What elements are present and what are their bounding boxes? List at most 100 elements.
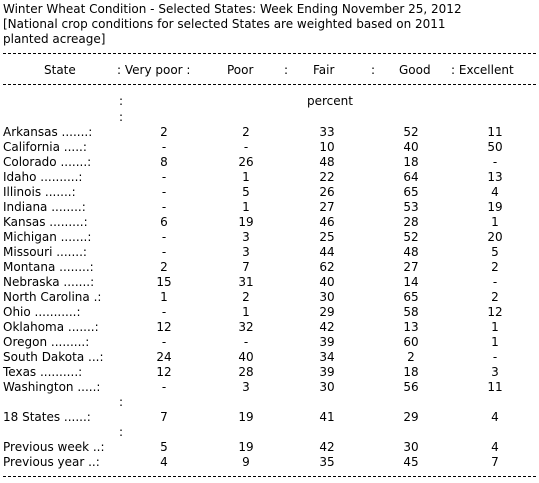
table-row: Texas ..........: 12 28 39 18 3 [3, 365, 537, 380]
excellent-value: 4 [491, 410, 499, 424]
fair-header: Fair [313, 63, 335, 77]
good-value: 52 [403, 125, 419, 139]
units-row: : percent [3, 94, 537, 109]
good-value: 53 [403, 200, 419, 214]
good-value: 30 [403, 440, 419, 454]
good-value: 18 [403, 155, 419, 169]
fair-value: 30 [319, 290, 335, 304]
poor-value: 2 [242, 125, 250, 139]
label-colon: : [119, 395, 124, 409]
poor-value: 3 [242, 230, 250, 244]
very-poor-value: 1 [160, 290, 168, 304]
fair-value: 62 [319, 260, 335, 274]
good-value: 40 [403, 140, 419, 154]
label-colon: : [119, 110, 124, 124]
row-label: California .....: [3, 140, 87, 154]
row-label: Indiana ........: [3, 200, 86, 214]
excellent-value: 11 [487, 125, 503, 139]
table-row: Ohio ...........: - 1 29 58 12 [3, 305, 537, 320]
excellent-value: 50 [487, 140, 503, 154]
good-value: 29 [403, 410, 419, 424]
state-header: State [44, 63, 76, 77]
report-title: Winter Wheat Condition - Selected States… [3, 2, 462, 16]
excellent-value: 7 [491, 455, 499, 469]
very-poor-value: - [161, 335, 167, 349]
poor-value: 19 [238, 440, 254, 454]
row-label: Previous year ..: [3, 455, 100, 469]
poor-value: 19 [238, 410, 254, 424]
very-poor-value: 12 [156, 320, 172, 334]
very-poor-value: - [161, 185, 167, 199]
label-colon: : [119, 94, 124, 108]
table-row: Oklahoma .......: 12 32 42 13 1 [3, 320, 537, 335]
good-value: 27 [403, 260, 419, 274]
row-label: Oklahoma .......: [3, 320, 99, 334]
fair-value: 22 [319, 170, 335, 184]
good-value: 13 [403, 320, 419, 334]
very-poor-header: : Very poor : [117, 63, 191, 77]
fair-value: 33 [319, 125, 335, 139]
very-poor-value: - [161, 305, 167, 319]
excellent-value: 13 [487, 170, 503, 184]
very-poor-value: 24 [156, 350, 172, 364]
row-label: Kansas .........: [3, 215, 88, 229]
poor-value: 1 [242, 305, 250, 319]
acreage-note-line-2: planted acreage] [3, 32, 106, 46]
label-colon: : [119, 425, 124, 439]
poor-value: 3 [242, 245, 250, 259]
poor-value: 31 [238, 275, 254, 289]
row-label: Montana ........: [3, 260, 94, 274]
fair-value: 42 [319, 440, 335, 454]
row-label: Idaho ..........: [3, 170, 83, 184]
row-label: Colorado .......: [3, 155, 92, 169]
table-row: Washington .....: - 3 30 56 11 [3, 380, 537, 395]
excellent-header: : Excellent [451, 63, 514, 77]
poor-header: Poor [227, 63, 254, 77]
excellent-value: 3 [491, 365, 499, 379]
table-row: Oregon .........: - - 39 60 1 [3, 335, 537, 350]
poor-value: 40 [238, 350, 254, 364]
table-row: California .....: - - 10 40 50 [3, 140, 537, 155]
table-row: Illinois .......: - 5 26 65 4 [3, 185, 537, 200]
units-label: percent [307, 94, 353, 108]
poor-value: - [243, 335, 249, 349]
excellent-value: 4 [491, 185, 499, 199]
row-label: Previous week ..: [3, 440, 105, 454]
fair-value: 27 [319, 200, 335, 214]
very-poor-value: 12 [156, 365, 172, 379]
poor-value: 5 [242, 185, 250, 199]
good-value: 48 [403, 245, 419, 259]
fair-value: 26 [319, 185, 335, 199]
spacer-row: : [3, 395, 537, 410]
very-poor-value: - [161, 200, 167, 214]
table-row: 18 States ......: 7 19 41 29 4 [3, 410, 537, 425]
bottom-rule [3, 476, 536, 477]
very-poor-value: 2 [160, 260, 168, 274]
row-label: Missouri .......: [3, 245, 87, 259]
excellent-value: 4 [491, 440, 499, 454]
very-poor-value: 5 [160, 440, 168, 454]
very-poor-value: - [161, 245, 167, 259]
table-row: Nebraska .......: 15 31 40 14 - [3, 275, 537, 290]
fair-value: 41 [319, 410, 335, 424]
excellent-value: 5 [491, 245, 499, 259]
table-row: Idaho ..........: - 1 22 64 13 [3, 170, 537, 185]
excellent-value: - [492, 275, 498, 289]
fair-value: 29 [319, 305, 335, 319]
header-rule [3, 84, 536, 85]
very-poor-value: 7 [160, 410, 168, 424]
very-poor-value: 8 [160, 155, 168, 169]
row-label: Michigan .......: [3, 230, 92, 244]
very-poor-value: - [161, 230, 167, 244]
poor-value: 28 [238, 365, 254, 379]
good-value: 28 [403, 215, 419, 229]
table-row: Indiana ........: - 1 27 53 19 [3, 200, 537, 215]
excellent-value: 12 [487, 305, 503, 319]
spacer-row: : [3, 425, 537, 440]
fair-value: 35 [319, 455, 335, 469]
good-value: 60 [403, 335, 419, 349]
fair-value: 10 [319, 140, 335, 154]
very-poor-value: - [161, 380, 167, 394]
excellent-value: 20 [487, 230, 503, 244]
good-value: 18 [403, 365, 419, 379]
